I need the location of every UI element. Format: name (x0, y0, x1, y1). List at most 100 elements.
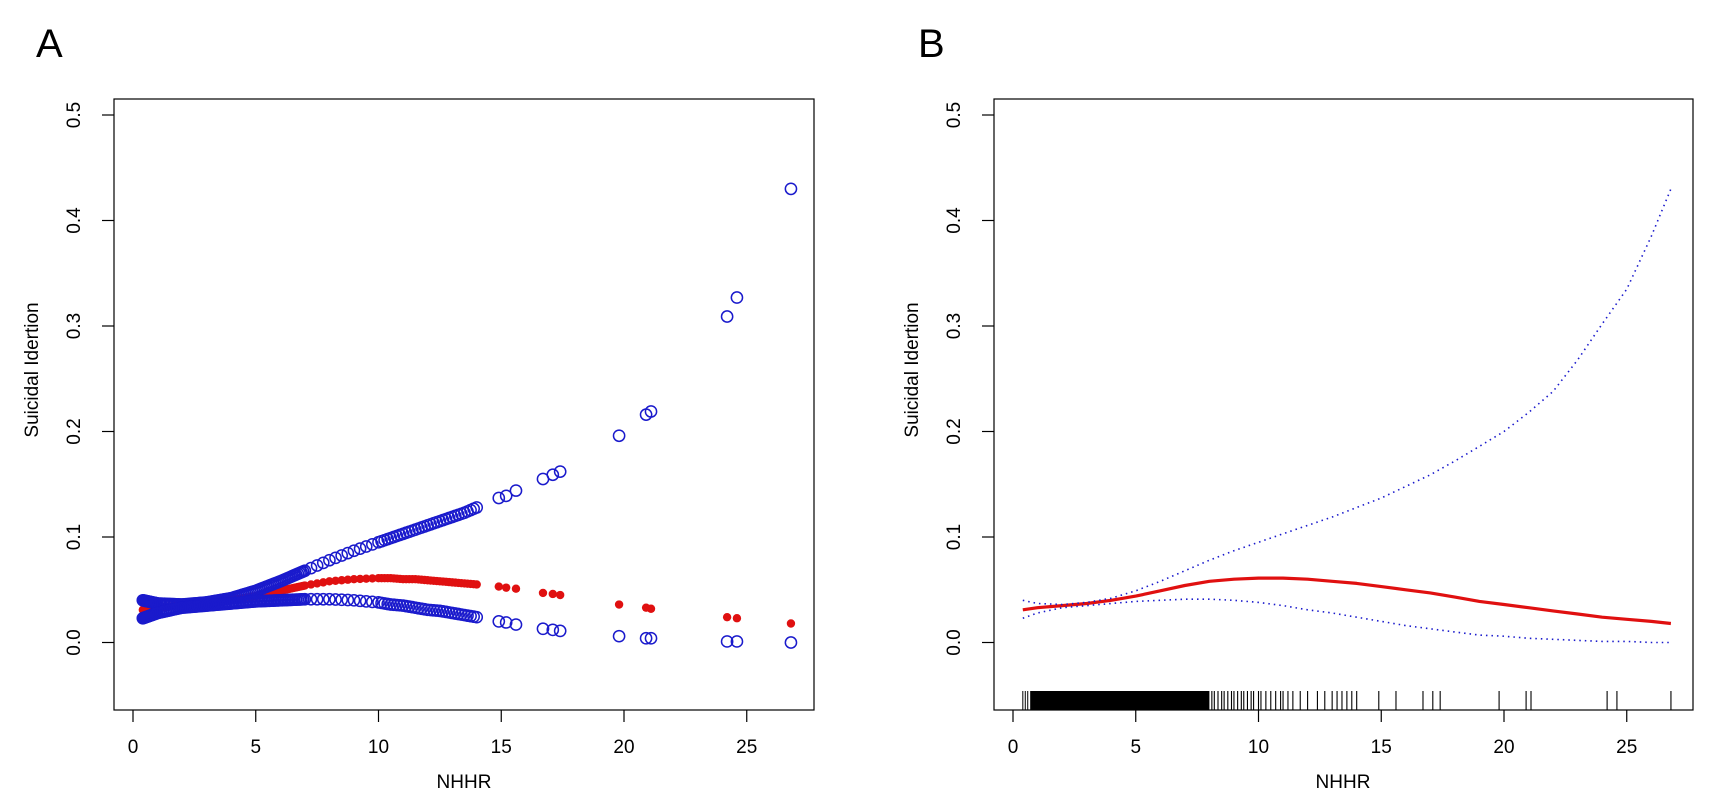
point-a-s1-98 (298, 564, 312, 578)
point-a-s0-104 (337, 576, 346, 585)
rug-b (1022, 691, 1672, 710)
point-a-s1-101 (316, 556, 330, 570)
x-tick-label-b-25: 25 (1616, 737, 1637, 758)
point-a-s2-105 (341, 593, 355, 607)
point-a-s2-151 (644, 631, 658, 645)
point-a-s2-149 (612, 629, 626, 643)
point-a-s2-146 (536, 622, 550, 636)
y-tick-label-a-5: 0.5 (64, 102, 85, 128)
y-tick-label-b-1: 0.1 (944, 524, 965, 550)
point-a-s1-109 (366, 538, 379, 551)
x-tick-label-a-0: 0 (128, 737, 139, 758)
point-a-s1-103 (329, 551, 342, 565)
y-axis-a: 0.0 0.1 0.2 0.3 0.4 0.5 (64, 102, 114, 656)
point-a-s2-147 (546, 623, 560, 637)
plot-frame-a (113, 98, 815, 711)
panel-letter-a: A (36, 22, 63, 66)
point-a-s2-106 (347, 593, 361, 607)
point-a-s1-154 (784, 182, 798, 196)
rug-dense-block-b (1030, 691, 1210, 710)
curve-b-2 (1022, 598, 1671, 644)
panel-letter-b: B (918, 22, 945, 66)
point-a-s0-151 (646, 604, 656, 613)
point-a-s0-108 (362, 574, 371, 583)
line-marks-b (1022, 188, 1672, 644)
point-a-s0-147 (548, 589, 558, 599)
curve-b-0 (1022, 576, 1672, 626)
point-a-s0-152 (722, 612, 732, 622)
point-a-s1-107 (353, 542, 367, 555)
point-a-s1-144 (499, 489, 513, 503)
x-axis-label-a: NHHR (437, 772, 492, 793)
y-axis-label-a: Suicidal Idertion (22, 302, 43, 437)
panel-b: B 0 5 10 15 20 25 0.0 0.1 0.2 0.3 0.4 0.5 NHHR Sui… (902, 22, 1694, 793)
point-a-s0-144 (501, 583, 511, 592)
point-a-s2-100 (310, 592, 324, 606)
point-a-s2-144 (499, 616, 513, 629)
point-a-s2-103 (329, 593, 342, 606)
point-a-s0-143 (494, 582, 503, 591)
point-a-s1-152 (720, 310, 734, 323)
point-a-s1-142 (470, 501, 484, 514)
point-a-s0-106 (349, 575, 359, 584)
x-tick-label-a-5: 5 (250, 737, 261, 758)
point-a-s2-107 (353, 594, 367, 608)
x-tick-label-b-10: 10 (1248, 737, 1269, 758)
point-a-s2-98 (298, 592, 312, 606)
curve-b-1 (1022, 188, 1672, 606)
y-tick-label-b-3: 0.3 (944, 313, 965, 339)
point-a-s1-99 (304, 561, 318, 575)
point-a-s2-108 (359, 595, 373, 608)
scatter-marks-a (136, 182, 798, 649)
point-a-s0-105 (343, 575, 353, 584)
point-a-s1-105 (341, 546, 355, 560)
point-a-s1-143 (492, 491, 506, 505)
point-a-s2-104 (335, 593, 349, 607)
x-tick-label-b-5: 5 (1130, 737, 1141, 758)
point-a-s1-102 (323, 553, 336, 567)
point-a-s0-142 (472, 580, 481, 589)
point-a-s0-107 (355, 574, 365, 584)
point-a-s2-102 (323, 592, 336, 606)
point-a-s2-152 (720, 635, 734, 648)
point-a-s0-109 (368, 574, 377, 583)
y-axis-label-b: Suicidal Idertion (902, 302, 923, 437)
y-tick-label-b-0: 0.0 (944, 629, 965, 655)
x-tick-label-a-20: 20 (613, 737, 634, 758)
x-tick-label-b-0: 0 (1008, 737, 1019, 758)
y-tick-label-b-5: 0.5 (944, 102, 965, 128)
x-tick-label-a-15: 15 (491, 737, 512, 758)
point-a-s0-145 (511, 584, 521, 593)
x-axis-b: 0 5 10 15 20 25 (1008, 710, 1637, 758)
point-a-s2-143 (492, 615, 506, 628)
point-a-s2-142 (470, 610, 484, 624)
point-a-s2-148 (553, 624, 567, 638)
point-a-s1-104 (335, 549, 349, 562)
point-a-s1-147 (546, 468, 560, 482)
point-a-s0-148 (555, 590, 565, 600)
point-a-s1-153 (730, 291, 744, 304)
point-a-s0-146 (538, 588, 548, 598)
point-a-s0-153 (732, 614, 742, 623)
plot-frame-b (993, 98, 1694, 711)
x-tick-label-b-20: 20 (1493, 737, 1514, 758)
point-a-s2-154 (784, 636, 798, 649)
panel-a: A 0 5 10 15 20 25 0.0 0.1 0.2 0.3 0.4 0.5 NHHR Sui… (22, 22, 815, 793)
y-tick-label-b-2: 0.2 (944, 418, 965, 444)
point-a-s0-102 (325, 577, 334, 586)
point-a-s0-154 (786, 619, 796, 628)
x-tick-label-a-10: 10 (368, 737, 389, 758)
point-a-s2-101 (316, 592, 330, 606)
point-a-s2-150 (639, 631, 653, 645)
x-tick-label-a-25: 25 (736, 737, 757, 758)
point-a-s1-151 (644, 405, 658, 418)
point-a-s1-108 (359, 540, 373, 553)
x-axis-a: 0 5 10 15 20 25 (128, 710, 757, 758)
point-a-s0-103 (331, 576, 340, 585)
x-tick-label-b-15: 15 (1371, 737, 1392, 758)
point-a-s1-149 (612, 429, 626, 443)
point-a-s1-106 (347, 544, 361, 558)
y-tick-label-a-1: 0.1 (64, 524, 85, 550)
point-a-s1-148 (553, 465, 567, 478)
